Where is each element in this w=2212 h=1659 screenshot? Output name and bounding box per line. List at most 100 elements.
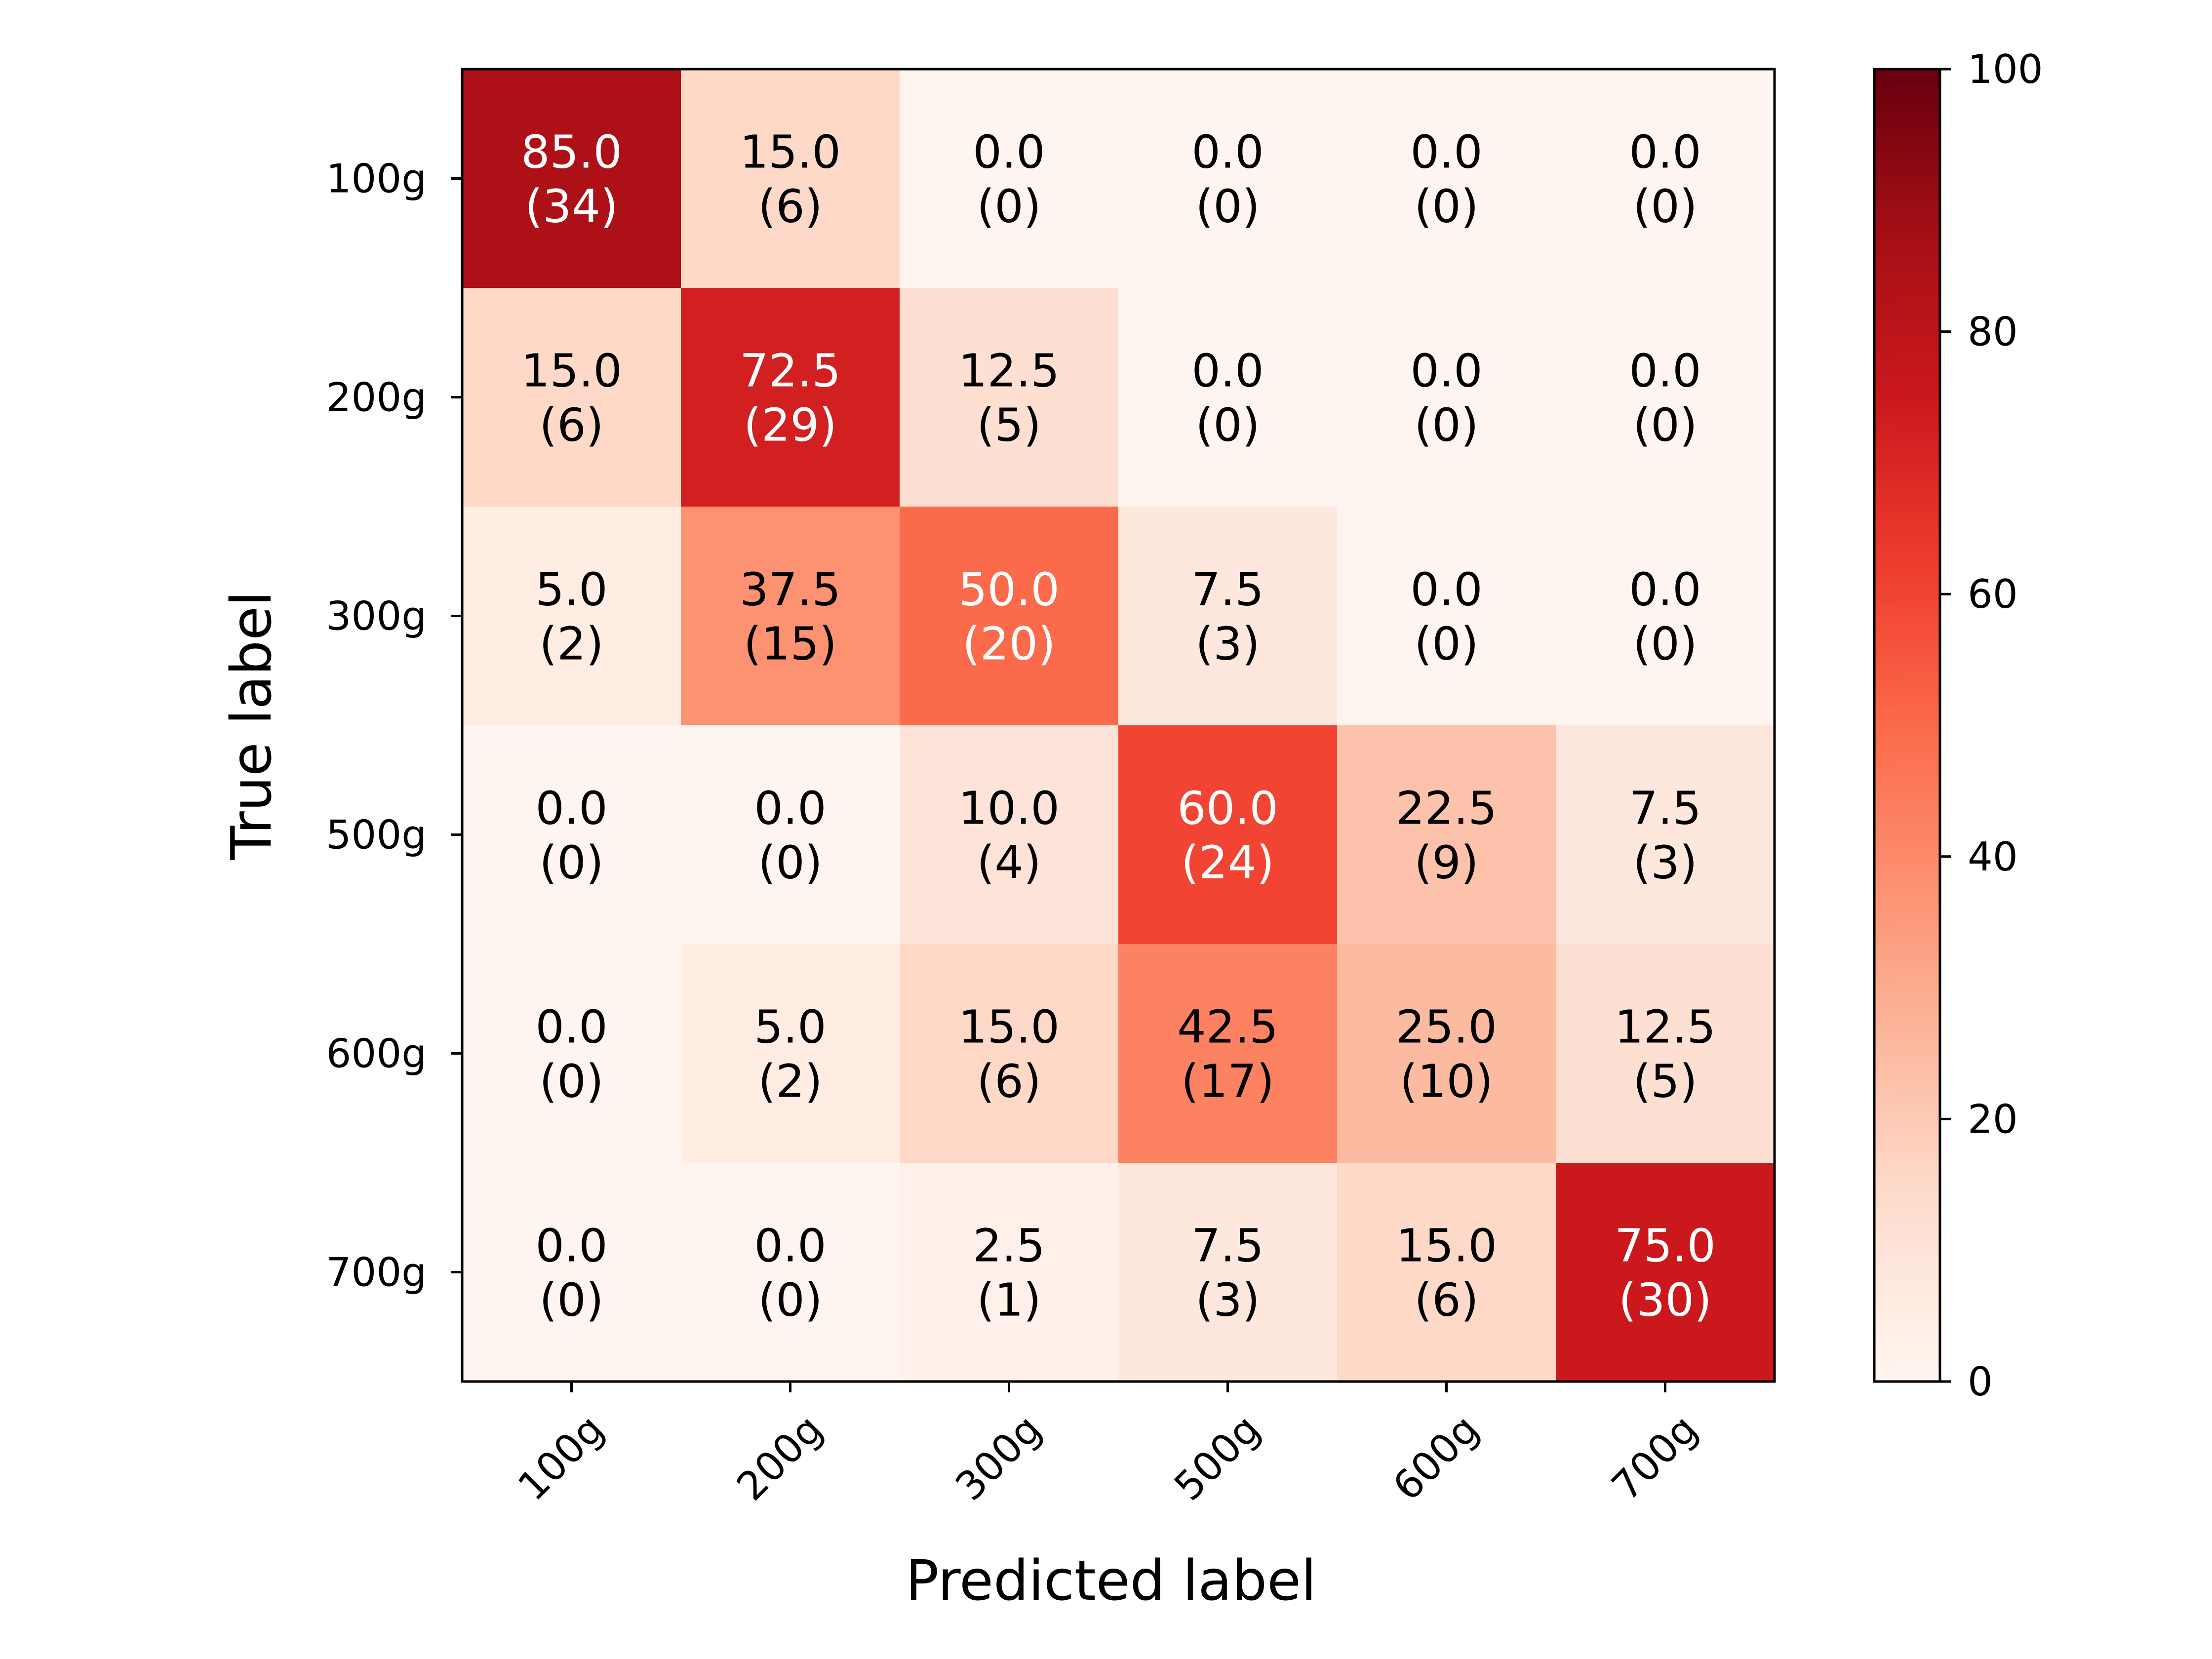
colorbar-tick-label: 60: [1968, 571, 2018, 617]
heatmap-cell: [462, 1163, 681, 1382]
heatmap-cell: [462, 725, 681, 945]
cell-value-label: 15.0: [1396, 1220, 1497, 1272]
cell-value-label: 60.0: [1177, 782, 1278, 835]
cell-count-label: (0): [1195, 399, 1260, 452]
cell-value-label: 5.0: [754, 1001, 826, 1054]
cell-value-label: 0.0: [1410, 345, 1482, 397]
heatmap-cell: [1118, 507, 1338, 726]
cell-count-label: (0): [758, 836, 822, 889]
x-tick-label: 500g: [1165, 1406, 1269, 1510]
cell-count-label: (24): [1181, 836, 1274, 889]
cell-value-label: 2.5: [973, 1220, 1045, 1272]
heatmap-cell: [681, 725, 900, 945]
cell-count-label: (0): [539, 1274, 603, 1327]
plot-frame: [461, 68, 1776, 1383]
cell-count-label: (29): [744, 399, 837, 452]
heatmap-cell: [1556, 288, 1775, 507]
x-tick-label: 300g: [947, 1406, 1050, 1510]
colorbar-tick-label: 40: [1968, 834, 2018, 880]
cell-count-label: (0): [1633, 180, 1697, 233]
cell-value-label: 5.0: [535, 563, 607, 616]
cell-value-label: 37.5: [740, 563, 841, 616]
heatmap-cell: [900, 725, 1119, 945]
heatmap-cell: [1337, 507, 1556, 726]
cell-count-label: (0): [1414, 399, 1478, 452]
y-tick-label: 700g: [326, 1250, 427, 1296]
cell-value-label: 0.0: [1191, 126, 1264, 179]
colorbar-tick-label: 100: [1968, 46, 2043, 92]
heatmap-cell: [681, 507, 900, 726]
y-tick-label: 600g: [326, 1031, 427, 1077]
cell-count-label: (2): [758, 1055, 822, 1108]
cell-value-label: 12.5: [1615, 1001, 1716, 1054]
cell-value-label: 85.0: [521, 126, 622, 179]
heatmap-cell: [1556, 507, 1775, 726]
cell-value-label: 42.5: [1177, 1001, 1278, 1054]
cell-count-label: (9): [1414, 836, 1478, 889]
cell-value-label: 75.0: [1615, 1220, 1716, 1272]
cell-value-label: 0.0: [1191, 345, 1264, 397]
x-axis-title: Predicted label: [906, 1549, 1316, 1613]
cell-value-label: 0.0: [1629, 345, 1701, 397]
heatmap-cell: [900, 69, 1119, 288]
heatmap-cell: [1556, 944, 1775, 1163]
heatmap-cell: [900, 288, 1119, 507]
heatmap-cell: [1118, 69, 1338, 288]
cell-value-label: 7.5: [1191, 563, 1264, 616]
cell-count-label: (1): [977, 1274, 1041, 1327]
cell-count-label: (3): [1633, 836, 1697, 889]
cell-count-label: (0): [1633, 618, 1697, 671]
y-axis-ticks: 100g 200g 300g 500g 600g 700g: [326, 156, 462, 1296]
cell-value-label: 15.0: [958, 1001, 1060, 1054]
cell-count-label: (6): [977, 1055, 1041, 1108]
heatmap-cell: [900, 507, 1119, 726]
cell-value-label: 0.0: [535, 1001, 607, 1054]
y-tick-label: 100g: [326, 156, 427, 202]
cell-count-label: (6): [539, 399, 603, 452]
cell-value-label: 10.0: [958, 782, 1060, 835]
x-tick-label: 100g: [509, 1406, 613, 1510]
y-tick-label: 300g: [326, 593, 427, 639]
heatmap-cell: [681, 1163, 900, 1382]
cell-value-label: 0.0: [1629, 563, 1701, 616]
colorbar-tick-label: 20: [1968, 1096, 2018, 1142]
cell-value-label: 7.5: [1191, 1220, 1264, 1272]
heatmap-cell: [462, 944, 681, 1163]
cell-count-label: (17): [1181, 1055, 1274, 1108]
heatmap-cell: [1556, 1163, 1775, 1382]
cell-value-label: 0.0: [1410, 126, 1482, 179]
cell-count-label: (0): [1195, 180, 1260, 233]
cell-count-label: (0): [539, 1055, 603, 1108]
cell-count-label: (5): [977, 399, 1041, 452]
cell-count-label: (10): [1400, 1055, 1493, 1108]
cell-count-label: (0): [1414, 618, 1478, 671]
y-tick-label: 500g: [326, 812, 427, 858]
cell-value-label: 15.0: [521, 345, 622, 397]
cell-count-label: (6): [1414, 1274, 1478, 1327]
heatmap-cell: [1337, 944, 1556, 1163]
cell-value-label: 12.5: [958, 345, 1060, 397]
cell-count-label: (0): [977, 180, 1041, 233]
colorbar-ticks: 0 20 40 60 80 100: [1940, 46, 2043, 1405]
heatmap-cell: [681, 288, 900, 507]
x-axis-ticks: 100g 200g 300g 500g 600g 700g: [509, 1382, 1706, 1509]
heatmap-cells: 85.0(34)15.0(6)0.0(0)0.0(0)0.0(0)0.0(0)1…: [462, 69, 1775, 1382]
heatmap-cell: [1118, 1163, 1338, 1382]
cell-count-label: (0): [758, 1274, 822, 1327]
heatmap-cell: [1337, 1163, 1556, 1382]
colorbar: [1873, 68, 1941, 1383]
heatmap-cell: [900, 944, 1119, 1163]
cell-value-label: 7.5: [1629, 782, 1701, 835]
heatmap-cell: [681, 69, 900, 288]
cell-value-label: 0.0: [1410, 563, 1482, 616]
heatmap-cell: [1337, 288, 1556, 507]
cell-count-label: (34): [525, 180, 618, 233]
heatmap-cell: [1337, 69, 1556, 288]
cell-value-label: 0.0: [535, 1220, 607, 1272]
cell-value-label: 25.0: [1396, 1001, 1497, 1054]
cell-count-label: (0): [539, 836, 603, 889]
x-tick-label: 200g: [728, 1406, 831, 1510]
cell-value-label: 50.0: [958, 563, 1060, 616]
heatmap-cell: [462, 69, 681, 288]
cell-value-label: 0.0: [1629, 126, 1701, 179]
